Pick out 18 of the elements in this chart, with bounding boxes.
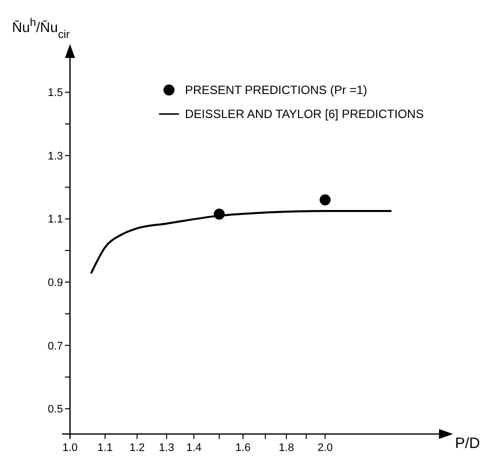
y-tick-label: 1.5 [48, 87, 63, 100]
x-tick-label: 1.8 [278, 442, 294, 454]
legend-label: DEISSLER AND TAYLOR [6] PREDICTIONS [185, 107, 424, 122]
legend-label: PRESENT PREDICTIONS (Pr =1) [185, 83, 368, 98]
x-tick-label: 1.2 [129, 442, 145, 454]
x-axis-title: P/D [455, 435, 480, 452]
x-tick-label: 1.3 [158, 442, 174, 454]
y-tick-label: 0.9 [48, 276, 63, 289]
y-tick-label: 0.7 [48, 340, 63, 352]
x-tick-label: 1.6 [235, 442, 251, 454]
x-tick-label: 2.0 [317, 442, 333, 454]
y-tick-label: 1.1 [48, 214, 63, 226]
x-tick-label: 1.1 [97, 442, 113, 454]
y-axis-title: N̄u$^{h}$/N̄u$_{cir}$ [12, 17, 70, 41]
x-tick-label: 1.0 [62, 442, 78, 454]
x-tick-label: 1.4 [186, 442, 202, 454]
y-tick-label: 1.3 [48, 150, 63, 162]
y-tick-label: 0.5 [48, 404, 63, 416]
